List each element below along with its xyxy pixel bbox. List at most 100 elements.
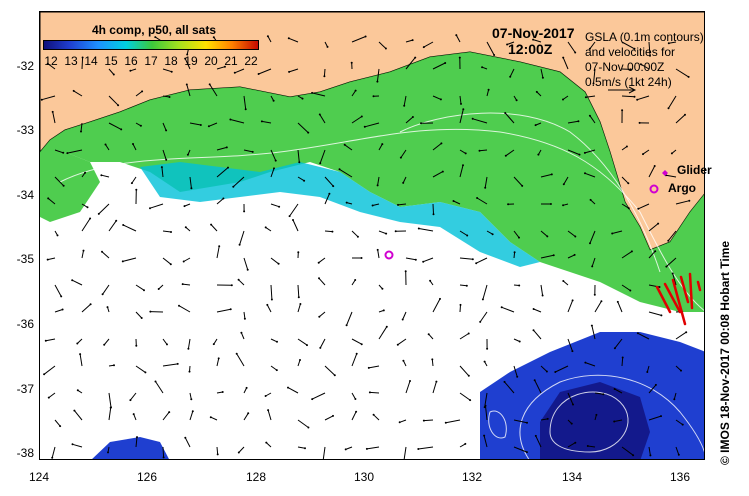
velocity-arrow-head: [331, 230, 334, 233]
velocity-arrow: [668, 95, 677, 109]
velocity-arrow-head: [106, 306, 109, 309]
velocity-arrow: [155, 381, 164, 394]
velocity-arrow-head: [592, 82, 595, 85]
velocity-arrow: [209, 84, 218, 97]
velocity-arrow: [455, 34, 461, 43]
velocity-arrow: [54, 309, 63, 313]
y-tick-label: -33: [16, 123, 34, 137]
velocity-arrow: [642, 149, 650, 155]
velocity-arrow-head: [168, 96, 171, 98]
time-title: 12:00Z: [508, 41, 553, 57]
velocity-arrow-head: [364, 35, 367, 38]
velocity-arrow: [484, 392, 488, 408]
velocity-arrow: [351, 116, 363, 124]
velocity-arrow-head: [525, 451, 528, 454]
velocity-arrow: [459, 284, 467, 287]
velocity-arrow: [567, 230, 576, 237]
velocity-arrow: [459, 230, 468, 236]
velocity-arrow: [479, 311, 488, 323]
velocity-arrow-head: [216, 453, 219, 456]
velocity-arrow: [459, 149, 466, 154]
velocity-arrow-head: [245, 386, 248, 389]
velocity-arrow: [267, 409, 272, 421]
velocity-arrow: [243, 413, 249, 421]
velocity-arrow-head: [323, 75, 326, 78]
velocity-arrow-head: [398, 421, 401, 424]
velocity-arrow: [486, 89, 490, 97]
velocity-arrow-head: [572, 403, 574, 406]
velocity-arrow-head: [381, 143, 384, 146]
velocity-arrow: [74, 410, 83, 421]
velocity-arrow: [270, 203, 280, 208]
velocity-arrow: [584, 172, 596, 178]
velocity-arrow: [540, 173, 552, 178]
velocity-arrow-head: [130, 182, 133, 185]
velocity-arrow: [243, 149, 253, 153]
velocity-arrow-head: [62, 151, 65, 154]
velocity-arrow: [344, 144, 353, 151]
sst-map[interactable]: [39, 11, 705, 460]
velocity-arrow: [587, 445, 596, 448]
velocity-arrow-head: [332, 185, 335, 188]
velocity-arrow-head: [232, 185, 235, 188]
velocity-arrow-head: [578, 153, 581, 156]
velocity-arrow-head: [143, 289, 145, 292]
velocity-arrow: [648, 384, 657, 394]
velocity-arrow-head: [671, 272, 674, 275]
velocity-arrow-head: [82, 249, 85, 252]
velocity-arrow-head: [107, 451, 109, 454]
velocity-arrow: [585, 95, 596, 98]
velocity-arrow-head: [654, 250, 657, 253]
velocity-arrow: [230, 119, 245, 124]
velocity-arrow-head: [435, 380, 438, 383]
velocity-arrow-head: [182, 260, 185, 263]
velocity-arrow-head: [459, 303, 462, 306]
velocity-arrow: [267, 35, 272, 43]
velocity-arrow-head: [73, 409, 76, 412]
velocity-arrow: [567, 120, 579, 124]
velocity-arrow-head: [217, 357, 220, 360]
velocity-arrow-head: [483, 360, 486, 363]
colorbar-tick: 15: [104, 54, 118, 68]
velocity-arrow: [270, 257, 279, 265]
velocity-arrow-head: [360, 343, 363, 346]
velocity-arrow-head: [590, 324, 593, 327]
velocity-arrow-head: [267, 409, 270, 412]
velocity-arrow: [621, 146, 628, 151]
velocity-arrow: [243, 257, 249, 270]
velocity-arrow-head: [136, 436, 138, 439]
velocity-arrow-head: [287, 386, 289, 389]
velocity-arrow-head: [376, 80, 379, 83]
velocity-arrow: [484, 176, 488, 188]
velocity-arrow: [418, 446, 434, 450]
velocity-arrow: [405, 116, 414, 124]
credit-text: © IMOS 18-Nov-2017 00:08 Hobart Time: [718, 240, 732, 465]
velocity-arrow-head: [455, 34, 458, 37]
legend-line: GSLA (0.1m contours): [585, 30, 704, 44]
velocity-arrow: [432, 381, 437, 394]
velocity-arrow: [318, 277, 326, 286]
velocity-arrow: [567, 149, 580, 156]
velocity-arrow-head: [487, 88, 490, 91]
velocity-arrow-head: [541, 76, 544, 79]
velocity-arrow: [637, 95, 650, 101]
velocity-arrow-head: [157, 288, 160, 290]
velocity-arrow: [585, 362, 596, 367]
velocity-arrow-head: [288, 215, 291, 218]
velocity-arrow: [54, 284, 62, 297]
velocity-arrow: [432, 62, 446, 70]
velocity-arrow: [133, 413, 137, 421]
velocity-arrow-head: [235, 352, 238, 355]
velocity-arrow: [318, 257, 326, 264]
velocity-arrow-head: [229, 308, 232, 311]
velocity-arrow-head: [71, 443, 74, 446]
velocity-arrow: [261, 120, 272, 124]
velocity-arrow: [101, 251, 110, 259]
velocity-arrow-head: [165, 129, 168, 132]
velocity-arrow: [432, 203, 434, 215]
velocity-arrow-head: [633, 95, 636, 98]
velocity-arrow-head: [154, 380, 157, 383]
x-tick-label: 134: [561, 470, 583, 484]
velocity-arrow: [149, 203, 164, 209]
x-tick-label: 126: [136, 470, 158, 484]
